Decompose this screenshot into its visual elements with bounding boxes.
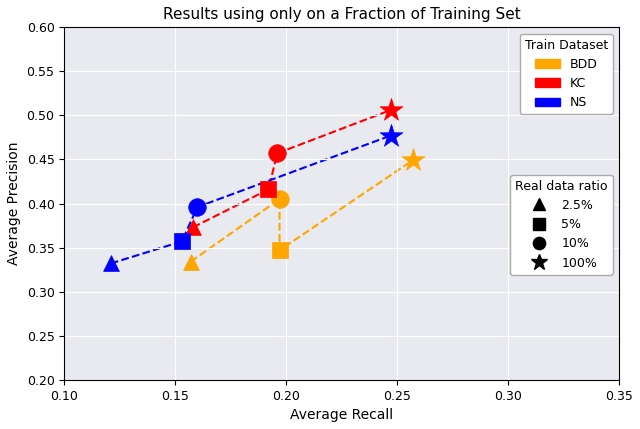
Point xyxy=(385,107,396,114)
Point xyxy=(272,150,282,157)
Point xyxy=(177,238,187,245)
Point xyxy=(186,258,196,265)
Point xyxy=(385,132,396,139)
Y-axis label: Average Precision: Average Precision xyxy=(7,142,21,265)
Point xyxy=(275,196,285,202)
X-axis label: Average Recall: Average Recall xyxy=(290,408,393,422)
Point xyxy=(192,204,202,211)
Point xyxy=(408,157,418,164)
Point xyxy=(106,260,116,267)
Point xyxy=(188,224,198,231)
Title: Results using only on a Fraction of Training Set: Results using only on a Fraction of Trai… xyxy=(163,7,520,22)
Point xyxy=(263,186,273,193)
Legend: 2.5%, 5%, 10%, 100%: 2.5%, 5%, 10%, 100% xyxy=(510,175,613,275)
Point xyxy=(275,247,285,254)
